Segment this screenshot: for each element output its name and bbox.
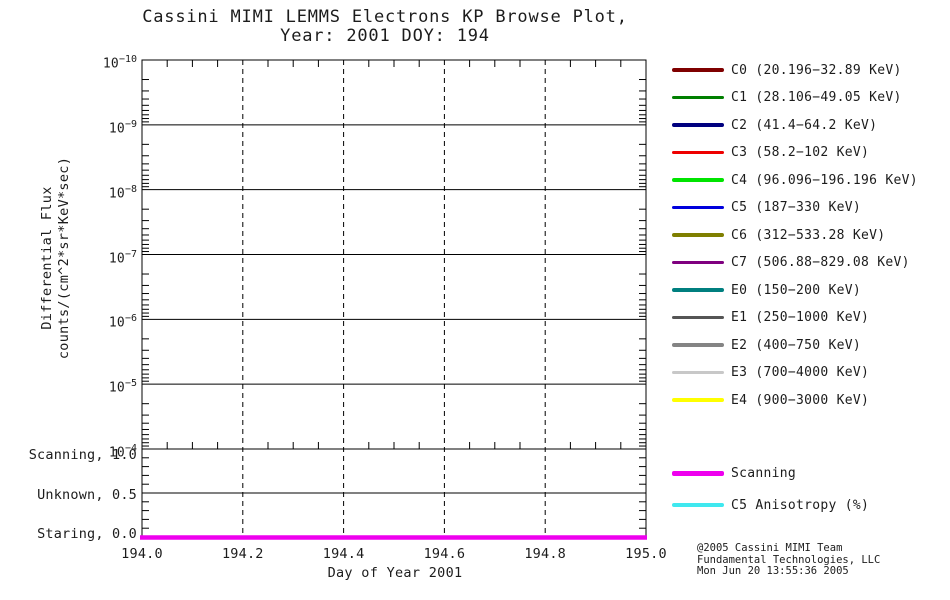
y-tick-label: 10−8 [108,183,137,201]
legend-entry-E3-swatch [672,370,724,375]
mode-legend-entry-1: Scanning [672,463,796,483]
legend-entry-C1-label: C1 (28.106−49.05 KeV) [731,90,902,105]
mode-legend-entry-2-swatch [672,503,724,507]
x-tick-label: 194.2 [221,546,264,562]
y-tick-label: 10−4 [108,443,137,461]
legend-entry-C2: C2 (41.4−64.2 KeV) [672,115,877,135]
mode-legend-entry-1-label: Scanning [731,465,797,481]
legend-entry-E1: E1 (250−1000 KeV) [672,308,869,328]
y-tick-label: 10−5 [108,378,137,396]
legend-entry-C6-swatch [672,233,724,237]
legend-entry-C7-swatch [672,260,724,265]
y-axis-tick-labels: 10−10 10−9 10−8 10−7 10−6 10−5 10−4 [0,0,137,600]
credit-line1: @2005 Cassini MIMI Team [697,542,843,554]
legend-entry-C5-label: C5 (187−330 KeV) [731,200,862,215]
legend-entry-C0-swatch [672,68,724,72]
legend-entry-C0: C0 (20.196−32.89 KeV) [672,60,902,80]
x-tick-label: 194.8 [524,546,566,562]
legend-entry-C0-label: C0 (20.196−32.89 KeV) [731,62,902,78]
mode-tick-label: Staring, 0.0 [37,526,137,542]
legend-entry-C3-label: C3 (58.2−102 KeV) [731,145,870,160]
legend-entry-E2: E2 (400−750 KeV) [672,335,861,355]
legend-entry-E3: E3 (700−4000 KeV) [672,363,869,383]
legend-entry-C6-label: C6 (312−533.28 KeV) [731,227,886,243]
y-tick-label: 10−10 [102,54,137,72]
mode-tick-label: Unknown, 0.5 [37,486,137,503]
y-tick-label: 10−9 [108,118,137,137]
legend-entry-E1-swatch [672,315,724,320]
credit-line3: Mon Jun 20 13:55:36 2005 [697,565,849,577]
mode-legend-entry-2: C5 Anisotropy (%) [672,495,869,515]
legend-entry-C2-label: C2 (41.4−64.2 KeV) [731,117,878,133]
legend-entry-C1-swatch [672,95,724,100]
legend-entry-E0-label: E0 (150−200 KeV) [731,282,862,298]
legend-entry-E1-label: E1 (250−1000 KeV) [731,310,870,325]
legend-entry-C6: C6 (312−533.28 KeV) [672,225,885,245]
legend-entry-C5-swatch [672,205,724,210]
credit-line2: Fundamental Technologies, LLC [697,553,881,566]
legend-entry-E4-label: E4 (900−3000 KeV) [731,392,870,408]
legend-entry-C7-label: C7 (506.88−829.08 KeV) [731,255,910,270]
y-tick-label: 10−6 [108,313,137,331]
plot-title-line1: Cassini MIMI LEMMS Electrons KP Browse P… [142,7,628,27]
legend-entry-C5: C5 (187−330 KeV) [672,198,861,218]
legend-entry-C7: C7 (506.88−829.08 KeV) [672,253,910,273]
legend-entry-C3-swatch [672,150,724,155]
legend-entry-C4: C4 (96.096−196.196 KeV) [672,170,918,190]
plot-border [141,59,647,538]
legend-entry-E3-label: E3 (700−4000 KeV) [731,365,870,380]
credit-text: @2005 Cassini MIMI Team Fundamental Tech… [697,542,881,578]
legend-entry-E0: E0 (150−200 KeV) [672,280,861,300]
x-tick-label: 195.0 [625,546,667,562]
legend-entry-C4-label: C4 (96.096−196.196 KeV) [731,172,918,188]
mode-axis-tick-labels: Scanning, 1.0 Unknown, 0.5 Staring, 0.0 [0,0,137,600]
x-tick-label: 194.6 [423,546,466,562]
legend-entry-E4-swatch [672,398,724,402]
plot-title: Cassini MIMI LEMMS Electrons KP Browse P… [85,8,685,46]
legend-entry-E4: E4 (900−3000 KeV) [672,390,869,410]
mode-tick-label: Scanning, 1.0 [28,447,137,463]
mode-legend-entry-1-swatch [672,470,724,476]
legend-entry-C2-swatch [672,123,724,127]
x-tick-label: 194.0 [121,546,163,562]
legend-entry-E0-swatch [672,288,724,292]
legend-entry-C3: C3 (58.2−102 KeV) [672,143,869,163]
y-tick-label: 10−7 [108,248,137,266]
legend-entry-C4-swatch [672,178,724,182]
plot-title-line2: Year: 2001 DOY: 194 [280,26,490,46]
x-tick-label: 194.4 [322,546,365,562]
legend-entry-C1: C1 (28.106−49.05 KeV) [672,88,902,108]
x-axis-title: Day of Year 2001 [327,565,463,581]
legend-entry-E2-label: E2 (400−750 KeV) [731,337,862,353]
legend-entry-E2-swatch [672,343,724,347]
mode-legend-entry-2-label: C5 Anisotropy (%) [731,497,870,513]
